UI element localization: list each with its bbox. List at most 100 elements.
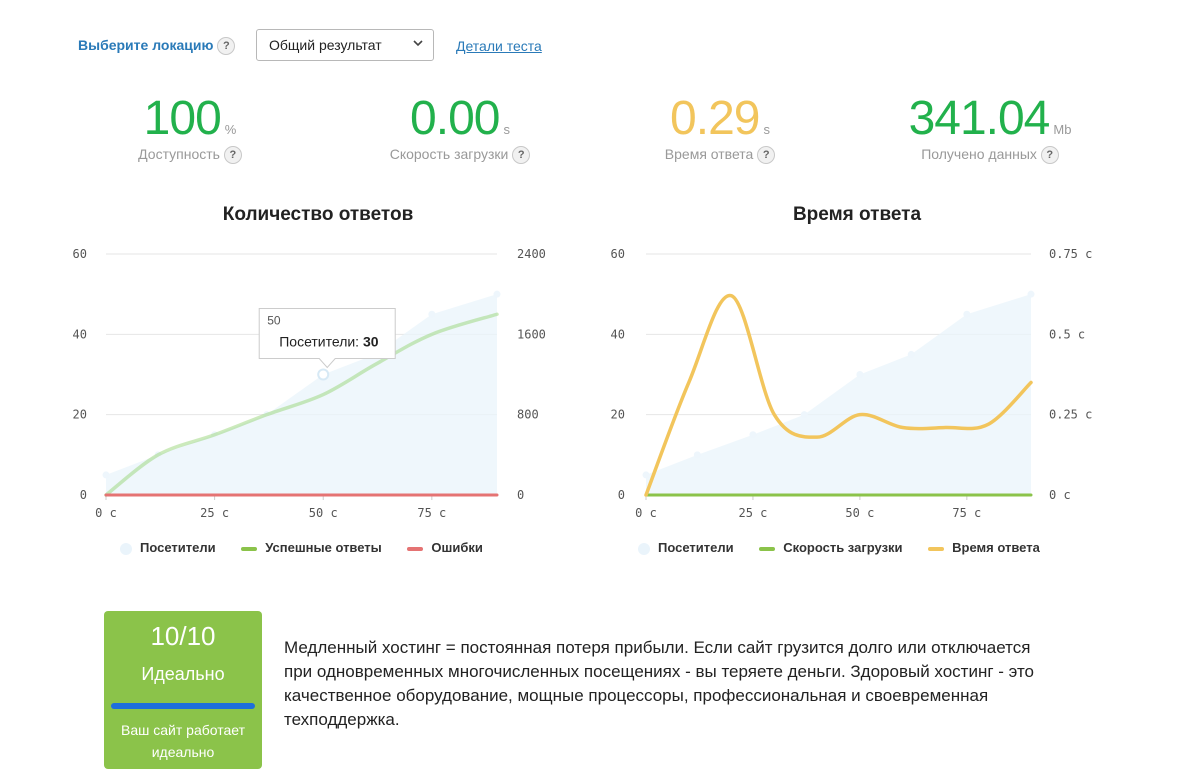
legend-label: Посетители [140, 540, 216, 555]
legend-item-visitors[interactable]: Посетители [638, 540, 734, 555]
y-right-tick-label: 0.75 с [1049, 247, 1092, 261]
x-tick-label: 75 с [417, 506, 446, 520]
score-progress-bar [111, 703, 255, 709]
help-icon[interactable]: ? [512, 146, 531, 165]
y-left-tick-label: 0 [618, 488, 625, 502]
y-right-tick-label: 0 с [1049, 488, 1071, 502]
legend-marker [241, 546, 258, 551]
legend-item-load-speed[interactable]: Скорость загрузки [759, 540, 903, 555]
tooltip-label: Посетители: 30 [279, 334, 379, 350]
y-right-tick-label: 0 [517, 488, 524, 502]
tooltip-value: 30 [363, 334, 379, 350]
location-select[interactable]: Общий результат [256, 29, 434, 61]
stat-response-time: 0.29 s Время ответа ? [630, 92, 810, 165]
score-label: Идеально [141, 664, 225, 684]
legend-marker [928, 546, 945, 551]
y-left-tick-label: 60 [611, 247, 625, 261]
legend-marker [759, 546, 776, 551]
tooltip-point [317, 368, 330, 381]
legend-item-response-time[interactable]: Время ответа [928, 540, 1040, 555]
legend-label: Успешные ответы [265, 540, 382, 555]
y-left-tick-label: 0 [80, 488, 87, 502]
legend-item-errors[interactable]: Ошибки [407, 540, 483, 555]
legend-marker [638, 542, 650, 555]
legend-marker [120, 542, 132, 555]
location-label: Выберите локацию ? [78, 37, 236, 56]
responses-chart: 0 0 20 800 40 1600 60 2400 0 с 25 с 50 с 75 с 50 Посе… [73, 247, 546, 520]
y-left-tick-label: 40 [611, 327, 625, 341]
visitors-point [154, 451, 162, 459]
help-icon[interactable]: ? [223, 146, 242, 165]
score-card: 10/10 Идеально Ваш сайт работает идеальн… [104, 611, 262, 769]
series-line [644, 294, 1033, 497]
y-left-tick-label: 20 [611, 408, 625, 422]
x-tick-label: 25 с [738, 506, 767, 520]
stat-unit: s [503, 122, 510, 137]
stat-caption: Получено данных [921, 146, 1037, 162]
x-tick-label: 50 с [845, 506, 874, 520]
x-tick-label: 50 с [309, 506, 338, 520]
stat-caption: Скорость загрузки [389, 146, 509, 162]
x-tick-label: 75 с [952, 506, 981, 520]
stat-data-received: 341.04 Mb Получено данных ? [880, 92, 1100, 165]
stat-availability: 100% Доступность ? [100, 92, 280, 165]
legend-item-success[interactable]: Успешные ответы [241, 540, 382, 555]
visitors-point [493, 290, 501, 298]
score-description: Ваш сайт работает идеально [121, 722, 245, 760]
visitors-point [428, 310, 436, 318]
y-left-tick-label: 40 [73, 327, 87, 341]
chevron-down-icon [413, 40, 423, 47]
help-icon[interactable]: ? [217, 37, 236, 56]
chart-title-responses: Количество ответов [222, 204, 414, 225]
visitors-area [106, 294, 497, 495]
stat-unit: s [763, 122, 770, 137]
response-time-legend: Посетители Скорость загрузки Время ответ… [638, 540, 1062, 555]
test-details-link[interactable]: Детали теста [456, 38, 542, 54]
responses-legend: Посетители Успешные ответы Ошибки [120, 540, 505, 555]
tooltip-box [258, 308, 396, 369]
series-line [104, 312, 499, 497]
y-right-tick-label: 0.5 с [1049, 327, 1085, 341]
visitors-point [963, 310, 971, 318]
tooltip-header: 50 [267, 314, 281, 328]
visitors-area [646, 294, 1031, 495]
stat-load-speed: 0.00 s Скорость загрузки ? [370, 92, 550, 165]
visitors-point [856, 371, 864, 378]
help-icon[interactable]: ? [1040, 146, 1059, 165]
legend-marker [407, 546, 424, 551]
stat-caption: Время ответа [664, 146, 754, 162]
x-tick-label: 0 с [635, 506, 657, 520]
y-left-tick-label: 20 [73, 408, 87, 422]
stat-unit: % [224, 122, 237, 137]
legend-item-visitors[interactable]: Посетители [120, 540, 216, 555]
visitors-point [642, 471, 650, 479]
visitors-point [1027, 290, 1035, 298]
legend-label: Время ответа [952, 540, 1040, 555]
legend-label: Посетители [658, 540, 734, 555]
response-time-chart: 0 0 с 20 0.25 с 40 0.5 с 60 0.75 с 0 с 25 с 50 с 75… [611, 247, 1093, 520]
y-right-tick-label: 800 [517, 408, 539, 422]
stat-caption: Доступность [138, 146, 220, 162]
stat-value: 0.00 [410, 92, 500, 145]
x-tick-label: 25 с [200, 506, 229, 520]
visitors-point [800, 411, 808, 419]
visitors-point [263, 411, 271, 419]
visitors-point [211, 431, 219, 439]
help-icon[interactable]: ? [757, 146, 776, 165]
legend-label: Ошибки [431, 540, 483, 555]
score-value: 10/10 [150, 621, 216, 651]
legend-label: Скорость загрузки [783, 540, 903, 555]
y-right-tick-label: 1600 [517, 327, 546, 341]
stat-value: 0.29 [670, 92, 760, 145]
location-label-text: Выберите локацию [78, 37, 214, 53]
location-select-value: Общий результат [269, 37, 382, 53]
y-right-tick-label: 2400 [517, 247, 546, 261]
visitors-point [907, 350, 915, 358]
visitors-point [693, 451, 701, 459]
hosting-info-text: Медленный хостинг = постоянная потеря пр… [284, 638, 1035, 729]
stat-value: 100 [143, 92, 222, 145]
stat-unit: Mb [1053, 122, 1072, 137]
chart-title-response-time: Время ответа [792, 204, 922, 225]
y-left-tick-label: 60 [73, 247, 87, 261]
y-right-tick-label: 0.25 с [1049, 408, 1092, 422]
